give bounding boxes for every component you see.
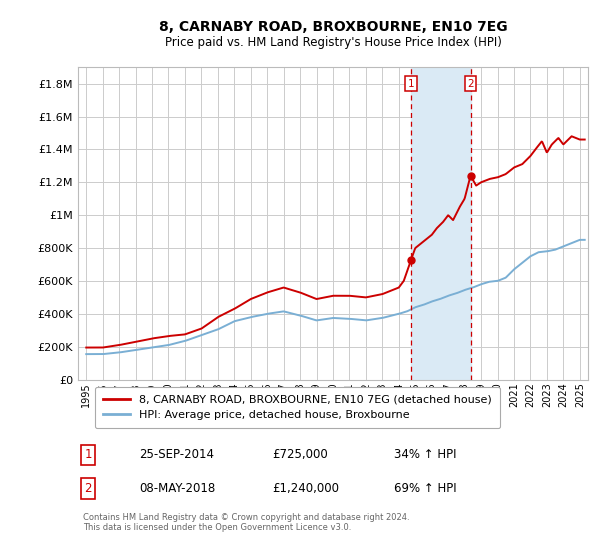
- Text: £725,000: £725,000: [272, 449, 328, 461]
- Text: 25-SEP-2014: 25-SEP-2014: [139, 449, 214, 461]
- Text: £1,240,000: £1,240,000: [272, 482, 339, 495]
- Text: Contains HM Land Registry data © Crown copyright and database right 2024.
This d: Contains HM Land Registry data © Crown c…: [83, 512, 410, 532]
- Text: 69% ↑ HPI: 69% ↑ HPI: [394, 482, 457, 495]
- Text: 34% ↑ HPI: 34% ↑ HPI: [394, 449, 457, 461]
- Text: 2: 2: [85, 482, 92, 495]
- Text: 8, CARNABY ROAD, BROXBOURNE, EN10 7EG: 8, CARNABY ROAD, BROXBOURNE, EN10 7EG: [158, 20, 508, 34]
- Legend: 8, CARNABY ROAD, BROXBOURNE, EN10 7EG (detached house), HPI: Average price, deta: 8, CARNABY ROAD, BROXBOURNE, EN10 7EG (d…: [95, 387, 500, 428]
- Text: Price paid vs. HM Land Registry's House Price Index (HPI): Price paid vs. HM Land Registry's House …: [164, 36, 502, 49]
- Bar: [411, 67, 470, 380]
- Text: 1: 1: [85, 449, 92, 461]
- Text: 08-MAY-2018: 08-MAY-2018: [139, 482, 215, 495]
- Text: 1: 1: [407, 78, 414, 88]
- Text: 2: 2: [467, 78, 474, 88]
